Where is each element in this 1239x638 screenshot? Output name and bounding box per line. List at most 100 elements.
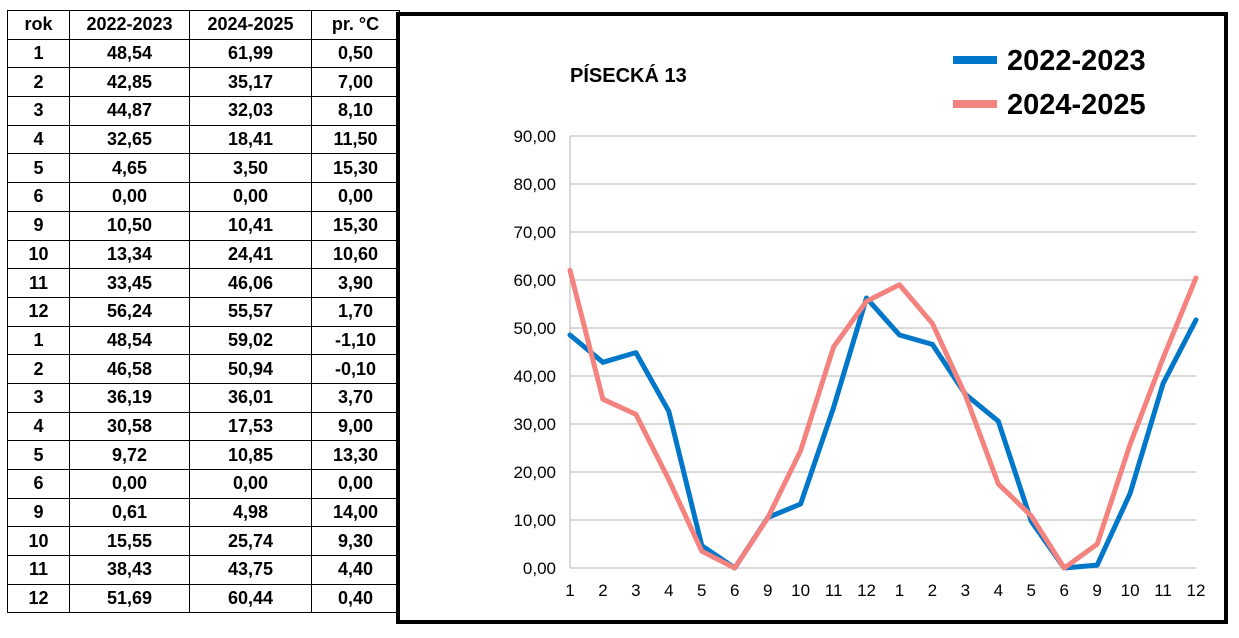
series-line-2024-2025: [567, 267, 1199, 571]
y-tick-label: 40,00: [513, 367, 556, 386]
table-row: 11 38,43 43,75 4,40: [7, 555, 400, 585]
table-row: 10 13,34 24,41 10,60: [7, 239, 400, 270]
cell-2022-2023: 15,55: [69, 526, 190, 557]
cell-month: 1: [7, 38, 70, 69]
x-tick-label: 5: [697, 581, 706, 600]
cell-temperature: 14,00: [311, 497, 400, 528]
cell-month: 1: [7, 325, 70, 356]
cell-2024-2025: 24,41: [189, 239, 312, 270]
x-tick-label: 2: [598, 581, 607, 600]
cell-2024-2025: 60,44: [189, 583, 312, 614]
cell-2022-2023: 38,43: [69, 555, 190, 585]
cell-month: 3: [7, 96, 70, 126]
cell-temperature: 3,90: [311, 268, 400, 298]
cell-temperature: 3,70: [311, 382, 400, 413]
y-tick-label: 60,00: [513, 271, 556, 290]
header-2024-2025: 2024-2025: [189, 10, 312, 40]
cell-2022-2023: 30,58: [69, 411, 190, 442]
cell-month: 3: [7, 382, 70, 413]
cell-2024-2025: 0,00: [189, 182, 312, 212]
cell-2022-2023: 10,50: [69, 210, 190, 241]
cell-2024-2025: 10,41: [189, 210, 312, 241]
x-tick-label: 2: [928, 581, 937, 600]
cell-2024-2025: 36,01: [189, 382, 312, 413]
cell-2024-2025: 35,17: [189, 67, 312, 98]
cell-2022-2023: 44,87: [69, 96, 190, 126]
grid-lines: [570, 135, 1196, 521]
table-row: 1 48,54 59,02 -1,10: [7, 325, 400, 356]
table-row: 12 56,24 55,57 1,70: [7, 296, 400, 327]
table-row: 9 10,50 10,41 15,30: [7, 210, 400, 241]
x-tick-label: 3: [961, 581, 970, 600]
cell-month: 2: [7, 354, 70, 384]
cell-month: 12: [7, 583, 70, 614]
table-row: 10 15,55 25,74 9,30: [7, 526, 400, 557]
cell-temperature: 15,30: [311, 153, 400, 184]
cell-temperature: 9,30: [311, 526, 400, 557]
table-row: 11 33,45 46,06 3,90: [7, 268, 400, 298]
chart-frame: 0,00 10,00 20,00 30,00 40,00 50,00 60,00 70,00 8…: [396, 12, 1228, 624]
table-row: 4 30,58 17,53 9,00: [7, 411, 400, 442]
x-tick-label: 4: [664, 581, 673, 600]
cell-temperature: 0,40: [311, 583, 400, 614]
cell-2022-2023: 32,65: [69, 124, 190, 155]
x-tick-label: 10: [791, 581, 810, 600]
cell-temperature: 9,00: [311, 411, 400, 442]
x-tick-label: 3: [631, 581, 640, 600]
table-row: 3 36,19 36,01 3,70: [7, 382, 400, 413]
cell-2024-2025: 50,94: [189, 354, 312, 384]
table-row: 2 42,85 35,17 7,00: [7, 67, 400, 98]
cell-2024-2025: 25,74: [189, 526, 312, 557]
cell-temperature: 13,30: [311, 440, 400, 470]
cell-temperature: -0,10: [311, 354, 400, 384]
data-table: rok 2022-2023 2024-2025 pr. °C 1 48,54 61,…: [7, 10, 400, 614]
x-tick-label: 11: [825, 581, 843, 600]
cell-2024-2025: 4,98: [189, 497, 312, 528]
x-tick-label: 1: [895, 581, 904, 600]
table-row: 3 44,87 32,03 8,10: [7, 96, 400, 126]
legend-label: 2024-2025: [1007, 89, 1146, 121]
table-row: 6 0,00 0,00 0,00: [7, 469, 400, 499]
y-tick-label: 90,00: [513, 127, 556, 146]
cell-2022-2023: 56,24: [69, 296, 190, 327]
cell-2022-2023: 42,85: [69, 67, 190, 98]
x-tick-label: 6: [1059, 581, 1068, 600]
cell-temperature: 10,60: [311, 239, 400, 270]
cell-temperature: 15,30: [311, 210, 400, 241]
y-tick-label: 70,00: [513, 223, 556, 242]
cell-month: 6: [7, 182, 70, 212]
cell-month: 9: [7, 210, 70, 241]
cell-2022-2023: 0,00: [69, 469, 190, 499]
header-rok: rok: [7, 10, 70, 40]
x-tick-label: 12: [1187, 581, 1206, 600]
cell-month: 6: [7, 469, 70, 499]
cell-month: 4: [7, 411, 70, 442]
cell-2024-2025: 0,00: [189, 469, 312, 499]
chart-title: PÍSECKÁ 13: [570, 64, 687, 87]
cell-2024-2025: 43,75: [189, 555, 312, 585]
table-row: 1 48,54 61,99 0,50: [7, 38, 400, 69]
table-header-row: rok 2022-2023 2024-2025 pr. °C: [7, 10, 400, 40]
cell-2022-2023: 33,45: [69, 268, 190, 298]
y-tick-label: 30,00: [513, 415, 556, 434]
cell-2022-2023: 0,61: [69, 497, 190, 528]
cell-2022-2023: 0,00: [69, 182, 190, 212]
table-body: 1 48,54 61,99 0,50 2 42,85 35,17 7,00 3 44,87 32,0…: [7, 38, 400, 614]
cell-2024-2025: 17,53: [189, 411, 312, 442]
cell-month: 12: [7, 296, 70, 327]
x-tick-label: 4: [994, 581, 1003, 600]
cell-2022-2023: 36,19: [69, 382, 190, 413]
cell-month: 5: [7, 153, 70, 184]
cell-month: 10: [7, 239, 70, 270]
x-tick-label: 12: [857, 581, 876, 600]
data-table-container: rok 2022-2023 2024-2025 pr. °C 1 48,54 61,…: [7, 10, 400, 614]
y-tick-label: 20,00: [513, 463, 556, 482]
table-row: 4 32,65 18,41 11,50: [7, 124, 400, 155]
cell-2022-2023: 9,72: [69, 440, 190, 470]
cell-temperature: 0,50: [311, 38, 400, 69]
cell-month: 5: [7, 440, 70, 470]
cell-2024-2025: 55,57: [189, 296, 312, 327]
cell-2022-2023: 13,34: [69, 239, 190, 270]
y-tick-labels: 0,00 10,00 20,00 30,00 40,00 50,00 60,00 70,00 8…: [513, 127, 556, 578]
cell-temperature: 4,40: [311, 555, 400, 585]
